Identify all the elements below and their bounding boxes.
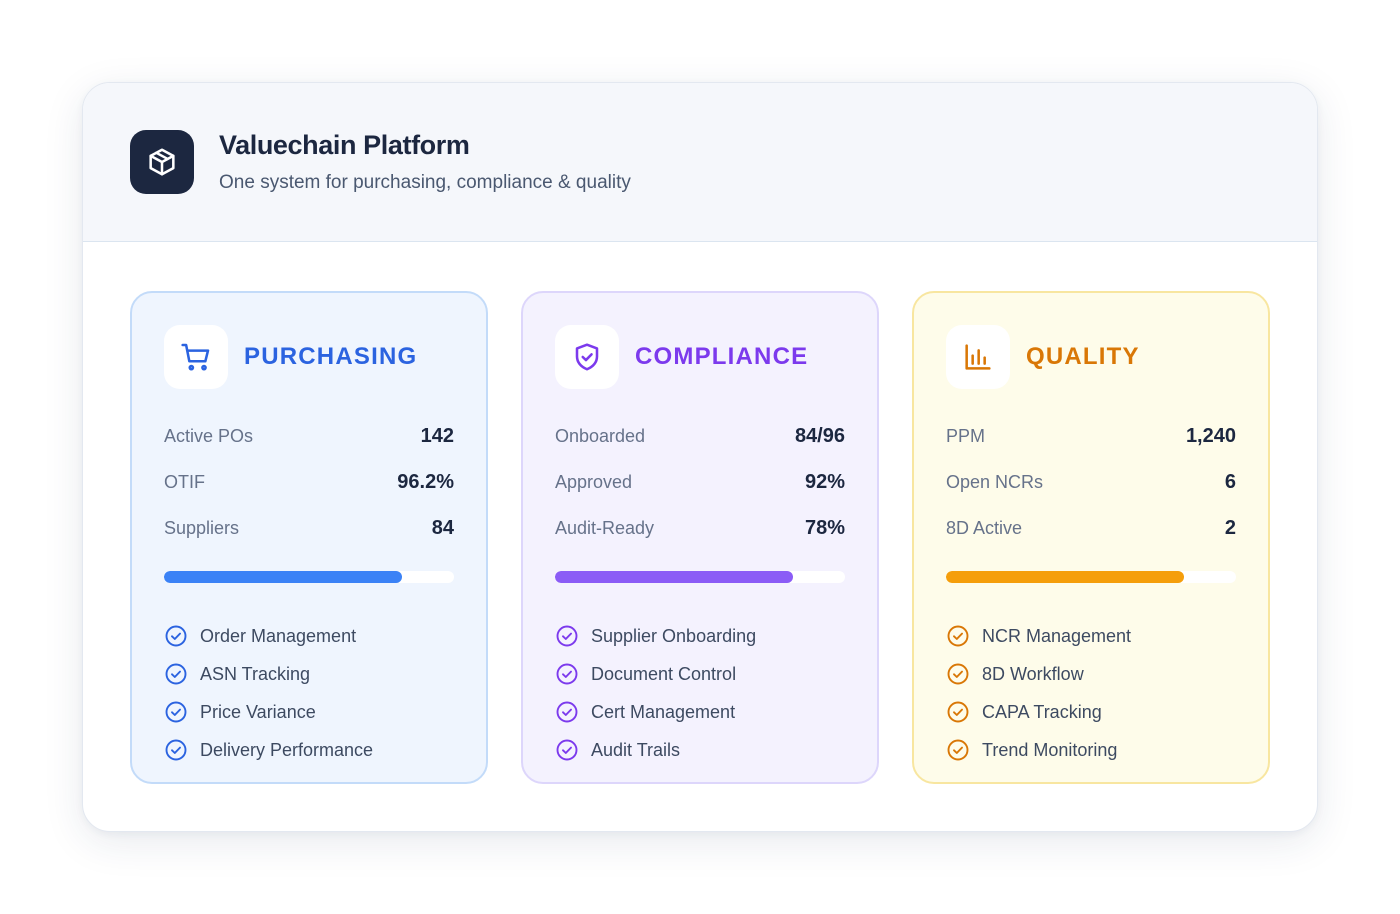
stat-value: 78% — [804, 516, 845, 539]
stat-value: 1,240 — [1185, 424, 1236, 447]
shield-check-icon — [555, 325, 619, 389]
progress-bar-fill — [555, 571, 793, 583]
feature-label: ASN Tracking — [200, 663, 311, 684]
stat-value: 142 — [420, 424, 454, 447]
feature-label: 8D Workflow — [982, 663, 1084, 684]
check-circle-icon — [164, 624, 188, 648]
list-item: Order Management — [164, 617, 454, 655]
stat-label: 8D Active — [946, 517, 1023, 538]
stat-row: OTIF 96.2% — [164, 459, 454, 505]
page-subtitle: One system for purchasing, compliance & … — [219, 172, 631, 193]
check-circle-icon — [555, 662, 579, 686]
check-circle-icon — [946, 738, 970, 762]
stat-label: Open NCRs — [946, 471, 1044, 492]
feature-label: CAPA Tracking — [982, 701, 1102, 722]
stat-value: 96.2% — [397, 470, 454, 493]
stat-label: PPM — [946, 425, 986, 446]
stat-row: Audit-Ready 78% — [555, 505, 845, 551]
feature-label: Order Management — [200, 625, 357, 646]
feature-list: NCR Management 8D Workflow CAPA Tracking… — [946, 617, 1236, 769]
progress-bar — [555, 571, 845, 583]
platform-panel: Valuechain Platform One system for purch… — [82, 82, 1318, 832]
stat-label: Audit-Ready — [555, 517, 655, 538]
compliance-card[interactable]: COMPLIANCE Onboarded 84/96 Approved 92% … — [521, 291, 879, 784]
list-item: Supplier Onboarding — [555, 617, 845, 655]
check-circle-icon — [164, 700, 188, 724]
box-icon — [130, 130, 194, 194]
feature-label: Price Variance — [200, 701, 316, 722]
bar-chart-icon — [946, 325, 1010, 389]
list-item: CAPA Tracking — [946, 693, 1236, 731]
stat-label: OTIF — [164, 471, 205, 492]
progress-bar — [164, 571, 454, 583]
check-circle-icon — [946, 700, 970, 724]
stat-row: 8D Active 2 — [946, 505, 1236, 551]
stat-row: Active POs 142 — [164, 413, 454, 459]
check-circle-icon — [164, 662, 188, 686]
check-circle-icon — [555, 624, 579, 648]
check-circle-icon — [555, 700, 579, 724]
stat-label: Onboarded — [555, 425, 646, 446]
purchasing-title: PURCHASING — [244, 343, 418, 370]
list-item: Trend Monitoring — [946, 731, 1236, 769]
stat-row: PPM 1,240 — [946, 413, 1236, 459]
stat-row: Onboarded 84/96 — [555, 413, 845, 459]
stat-value: 2 — [1224, 516, 1236, 539]
page-title: Valuechain Platform — [219, 130, 470, 160]
feature-label: Audit Trails — [591, 739, 681, 760]
feature-list: Order Management ASN Tracking Price Vari… — [164, 617, 454, 769]
purchasing-card[interactable]: PURCHASING Active POs 142 OTIF 96.2% Sup… — [130, 291, 488, 784]
list-item: ASN Tracking — [164, 655, 454, 693]
progress-bar-fill — [946, 571, 1184, 583]
stat-value: 84/96 — [794, 424, 845, 447]
list-item: Price Variance — [164, 693, 454, 731]
stat-label: Active POs — [164, 425, 254, 446]
list-item: 8D Workflow — [946, 655, 1236, 693]
list-item: Delivery Performance — [164, 731, 454, 769]
cart-icon — [164, 325, 228, 389]
check-circle-icon — [946, 662, 970, 686]
stat-row: Suppliers 84 — [164, 505, 454, 551]
quality-card[interactable]: QUALITY PPM 1,240 Open NCRs 6 8D Active … — [912, 291, 1270, 784]
progress-bar — [946, 571, 1236, 583]
feature-list: Supplier Onboarding Document Control Cer… — [555, 617, 845, 769]
panel-header: Valuechain Platform One system for purch… — [83, 83, 1317, 242]
feature-label: Delivery Performance — [200, 739, 374, 760]
stat-label: Approved — [555, 471, 633, 492]
check-circle-icon — [555, 738, 579, 762]
stat-value: 92% — [804, 470, 845, 493]
stat-label: Suppliers — [164, 517, 240, 538]
progress-bar-fill — [164, 571, 402, 583]
stat-row: Open NCRs 6 — [946, 459, 1236, 505]
stat-value: 84 — [431, 516, 454, 539]
feature-label: Cert Management — [591, 701, 736, 722]
list-item: Document Control — [555, 655, 845, 693]
stat-row: Approved 92% — [555, 459, 845, 505]
check-circle-icon — [164, 738, 188, 762]
check-circle-icon — [946, 624, 970, 648]
list-item: Audit Trails — [555, 731, 845, 769]
list-item: NCR Management — [946, 617, 1236, 655]
compliance-title: COMPLIANCE — [635, 343, 809, 370]
feature-label: NCR Management — [982, 625, 1132, 646]
quality-title: QUALITY — [1026, 343, 1140, 370]
feature-label: Supplier Onboarding — [591, 625, 757, 646]
feature-label: Document Control — [591, 663, 737, 684]
stat-value: 6 — [1224, 470, 1236, 493]
module-cards: PURCHASING Active POs 142 OTIF 96.2% Sup… — [130, 291, 1270, 784]
feature-label: Trend Monitoring — [982, 739, 1118, 760]
list-item: Cert Management — [555, 693, 845, 731]
